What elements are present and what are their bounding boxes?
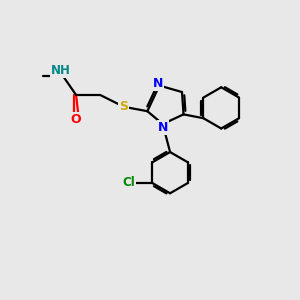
Text: Cl: Cl: [122, 176, 135, 190]
Text: O: O: [71, 113, 81, 126]
Text: N: N: [153, 77, 163, 90]
Text: N: N: [158, 121, 168, 134]
Text: S: S: [119, 100, 128, 113]
Text: NH: NH: [51, 64, 70, 77]
